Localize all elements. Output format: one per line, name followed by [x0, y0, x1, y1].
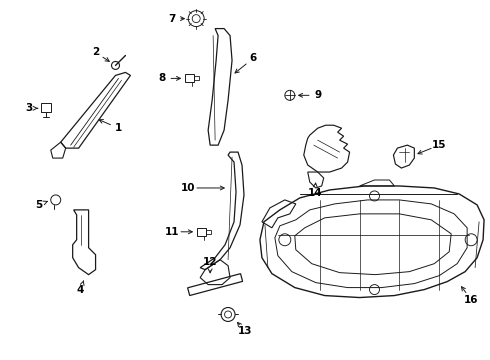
- Bar: [206, 230, 211, 234]
- Text: 11: 11: [165, 227, 179, 237]
- Bar: [197, 228, 206, 236]
- Text: 15: 15: [432, 140, 446, 150]
- Text: 10: 10: [181, 183, 196, 193]
- Text: 6: 6: [249, 54, 257, 63]
- Bar: [185, 75, 194, 82]
- Text: 1: 1: [115, 123, 122, 133]
- Text: 14: 14: [307, 188, 322, 198]
- Text: 2: 2: [92, 48, 99, 58]
- Text: 8: 8: [159, 73, 166, 84]
- Text: 4: 4: [77, 284, 84, 294]
- Text: 16: 16: [464, 294, 478, 305]
- Text: 7: 7: [169, 14, 176, 24]
- Text: 13: 13: [238, 327, 252, 336]
- Text: 3: 3: [25, 103, 32, 113]
- Bar: [194, 76, 199, 80]
- Text: 12: 12: [203, 257, 218, 267]
- Text: 5: 5: [35, 200, 43, 210]
- Text: 9: 9: [314, 90, 321, 100]
- Bar: [41, 103, 51, 112]
